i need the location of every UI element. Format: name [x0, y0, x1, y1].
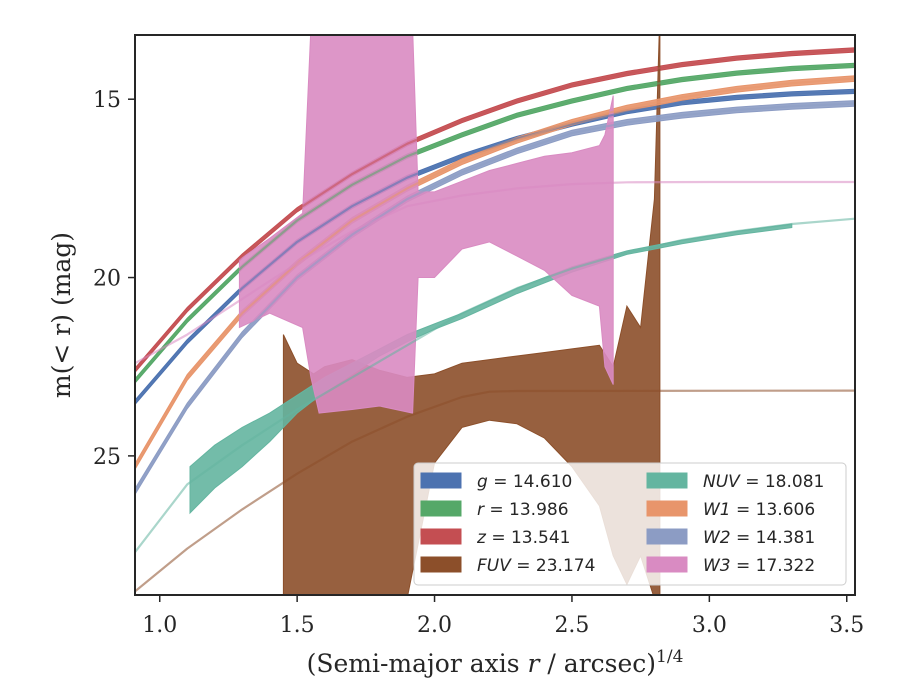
z-legend-label: z = 13.541 [476, 528, 570, 548]
y-axis-ticks: 15 20 25 [93, 88, 135, 470]
y-axis-title: m(< r) (mag) [47, 232, 76, 398]
legend-box [413, 462, 847, 586]
g-series-line [135, 90, 855, 404]
x-tick-label: 3.5 [829, 613, 864, 638]
r-series-line [135, 64, 855, 382]
r-legend-swatch [420, 500, 462, 517]
w1-legend-label: W1 = 13.606 [703, 500, 815, 520]
x-tick-label: 2.0 [417, 613, 452, 638]
x-axis-title: (Semi-major axis r / arcsec)1/4 [307, 647, 684, 678]
w1-series-line [135, 77, 855, 468]
fuv-series-line [135, 389, 855, 593]
legend: g = 14.610 r = 13.986 z = 13.541 FUV = 23.1… [413, 462, 847, 586]
nuv-series-line [135, 217, 855, 553]
w3-legend-label: W3 = 17.322 [703, 556, 815, 576]
r-legend-label: r = 13.986 [477, 500, 569, 520]
w1-legend-swatch [646, 500, 688, 517]
w2-legend-swatch [646, 528, 688, 545]
series-lines [135, 48, 855, 593]
w2-legend-label: W2 = 14.381 [703, 528, 815, 548]
g-legend-swatch [420, 472, 462, 489]
nuv-legend-label: NUV = 18.081 [703, 472, 824, 492]
w3-legend-swatch [646, 556, 688, 573]
z-series-line [135, 48, 855, 372]
w3-series-line [135, 180, 855, 365]
y-tick-label: 25 [93, 445, 121, 470]
x-axis-ticks: 1.0 1.5 2.0 2.5 3.0 3.5 [142, 595, 864, 638]
g-legend-label: g = 14.610 [477, 472, 572, 492]
x-tick-label: 1.0 [142, 613, 177, 638]
fuv-uncertainty-band [282, 35, 661, 595]
y-tick-label: 20 [93, 267, 121, 292]
w2-series-line [135, 102, 855, 493]
w3-uncertainty-band [238, 35, 614, 414]
fuv-legend-label: FUV = 23.174 [477, 556, 595, 576]
g-uncertainty-band [135, 88, 855, 406]
y-tick-label: 15 [93, 88, 121, 113]
nuv-legend-swatch [646, 472, 688, 489]
x-tick-label: 2.5 [554, 613, 589, 638]
plot-frame [134, 34, 856, 596]
fuv-legend-swatch [420, 556, 462, 573]
x-tick-label: 3.0 [692, 613, 727, 638]
x-tick-label: 1.5 [280, 613, 315, 638]
z-legend-swatch [420, 528, 462, 545]
